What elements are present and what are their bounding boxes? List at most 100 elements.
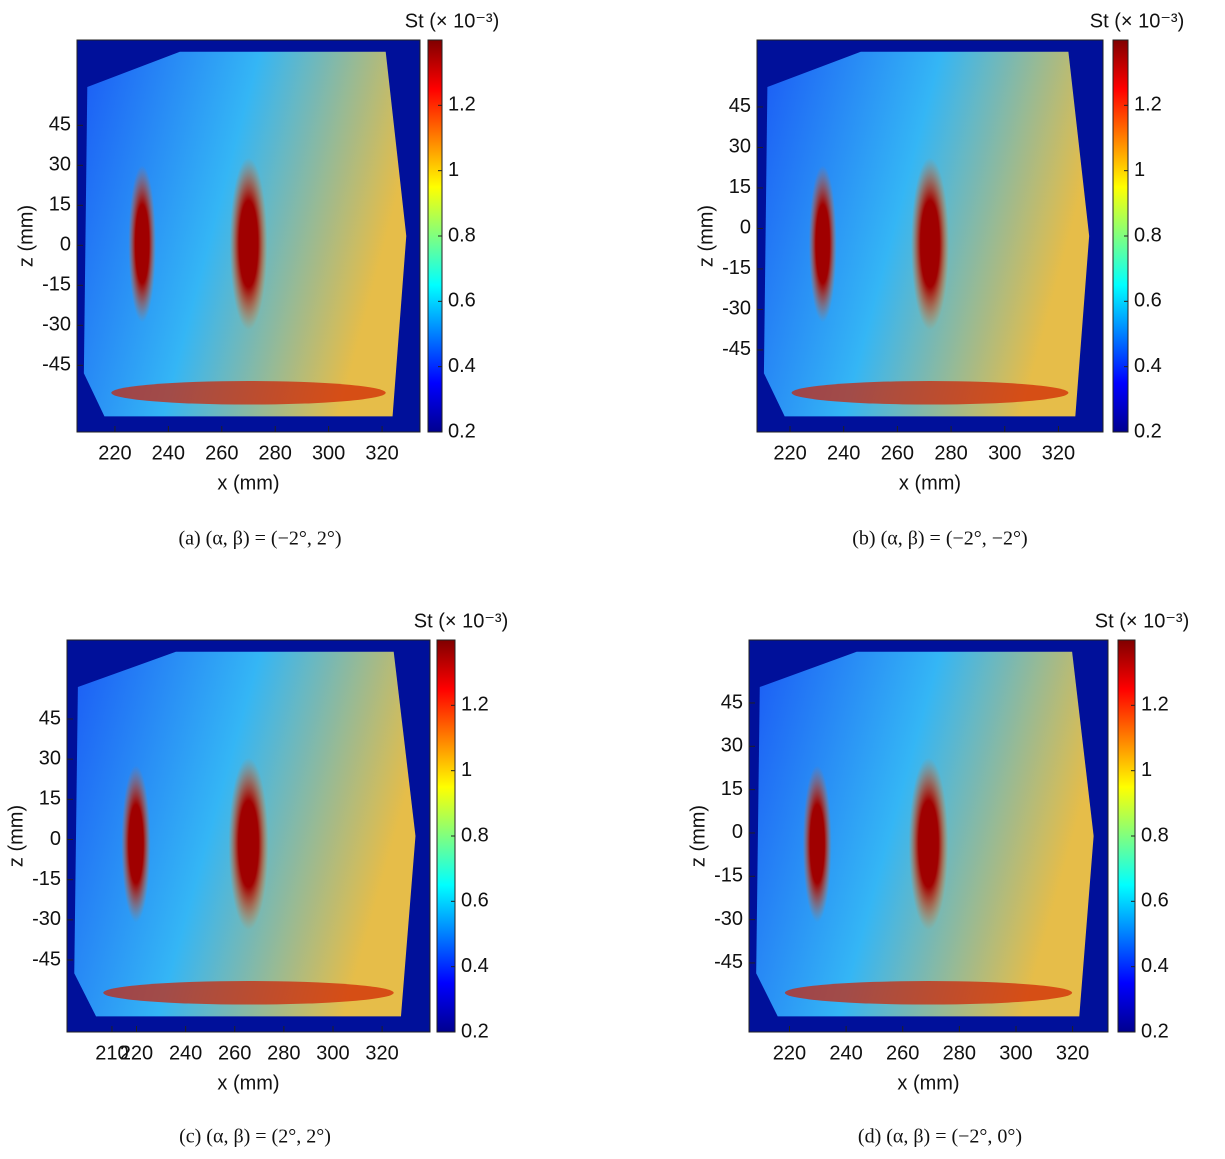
colorbar-label: St (× 10⁻³) [414, 610, 508, 632]
colorbar-tick-label: 1 [1134, 159, 1145, 181]
colorbar-tick-label: 0.6 [1141, 890, 1169, 912]
x-tick-label: 220 [773, 1042, 806, 1064]
heatmap-slot [808, 165, 837, 323]
x-tick-label: 280 [259, 442, 292, 464]
colorbar-label: St (× 10⁻³) [1095, 610, 1189, 632]
plot-frame [748, 639, 1109, 1033]
plot-frame [66, 639, 431, 1033]
y-tick-label: -30 [42, 314, 71, 336]
heatmap-slot [128, 165, 156, 323]
y-tick-label: -45 [32, 948, 61, 970]
x-tick-label: 220 [120, 1042, 153, 1064]
colorbar-tick-label: 0.4 [1141, 955, 1169, 977]
x-tick-label: 260 [218, 1042, 251, 1064]
x-tick-label: 240 [829, 1042, 862, 1064]
plot-frame [76, 39, 421, 433]
x-tick-label: 300 [316, 1042, 349, 1064]
colorbar-label: St (× 10⁻³) [405, 10, 499, 32]
y-tick-label: 30 [729, 136, 751, 158]
panel-caption: (a) (α, β) = (−2°, 2°) [178, 528, 341, 550]
colorbar-tick-label: 0.6 [448, 290, 476, 312]
colorbar-tick-label: 0.2 [448, 420, 476, 442]
y-tick-label: -15 [32, 868, 61, 890]
heatmap-band [103, 981, 394, 1005]
colorbar-tick-label: 0.2 [461, 1020, 489, 1042]
y-axis-label: z (mm) [687, 805, 709, 867]
y-tick-label: -30 [32, 908, 61, 930]
y-tick-label: 0 [732, 821, 743, 843]
x-tick-label: 300 [999, 1042, 1032, 1064]
colorbar-tick-label: 1.2 [448, 94, 476, 116]
colorbar-tick-label: 0.6 [461, 890, 489, 912]
x-tick-label: 320 [365, 1042, 398, 1064]
y-tick-label: 45 [721, 691, 743, 713]
x-tick-label: 240 [152, 442, 185, 464]
heatmap-slot [121, 765, 151, 923]
x-tick-label: 240 [169, 1042, 202, 1064]
colorbar-tick-label: 1.2 [1134, 94, 1162, 116]
x-tick-label: 260 [205, 442, 238, 464]
x-tick-label: 300 [312, 442, 345, 464]
heatmap-band [784, 981, 1073, 1005]
colorbar-tick-label: 0.8 [461, 824, 489, 846]
y-tick-label: 30 [721, 735, 743, 757]
colorbar-tick-label: 0.4 [461, 955, 489, 977]
x-axis-label: x (mm) [897, 1072, 959, 1094]
plot-frame [756, 39, 1104, 433]
heatmap-slot [802, 765, 832, 923]
y-tick-label: -30 [722, 298, 751, 320]
x-axis-label: x (mm) [899, 472, 961, 494]
x-tick-label: 220 [98, 442, 131, 464]
colorbar-tick-label: 0.2 [1141, 1020, 1169, 1042]
y-tick-label: -15 [722, 257, 751, 279]
heatmap-slot [910, 157, 950, 331]
x-tick-label: 280 [934, 442, 967, 464]
colorbar-tick-label: 0.8 [1141, 824, 1169, 846]
panel-caption: (b) (α, β) = (−2°, −2°) [852, 528, 1027, 550]
x-tick-label: 240 [827, 442, 860, 464]
colorbar-tick-label: 0.8 [1134, 224, 1162, 246]
y-tick-label: -45 [42, 354, 71, 376]
heatmap-band [791, 381, 1069, 405]
y-tick-label: -45 [722, 338, 751, 360]
y-axis-label: z (mm) [15, 205, 37, 267]
heatmap-slot [229, 157, 268, 331]
colorbar-tick-label: 1 [461, 759, 472, 781]
y-axis-label: z (mm) [5, 805, 27, 867]
y-tick-label: 15 [721, 778, 743, 800]
x-tick-label: 220 [773, 442, 806, 464]
colorbar-tick-label: 1.2 [1141, 694, 1169, 716]
y-tick-label: -15 [714, 865, 743, 887]
y-tick-label: 0 [50, 828, 61, 850]
y-tick-label: 45 [39, 707, 61, 729]
y-tick-label: 45 [49, 114, 71, 136]
panel-caption: (d) (α, β) = (−2°, 0°) [858, 1126, 1022, 1148]
y-tick-label: 0 [740, 217, 751, 239]
colorbar-tick-label: 0.2 [1134, 420, 1162, 442]
colorbar-tick-label: 1 [448, 159, 459, 181]
y-tick-label: 30 [39, 747, 61, 769]
y-tick-label: 15 [39, 788, 61, 810]
y-axis-label: z (mm) [695, 205, 717, 267]
x-tick-label: 300 [988, 442, 1021, 464]
panel-caption: (c) (α, β) = (2°, 2°) [179, 1126, 331, 1148]
x-tick-label: 320 [1042, 442, 1075, 464]
y-tick-label: 15 [49, 194, 71, 216]
colorbar-tick-label: 0.6 [1134, 290, 1162, 312]
heatmap-band [111, 381, 386, 405]
colorbar-tick-label: 0.4 [1134, 355, 1162, 377]
y-tick-label: 0 [60, 234, 71, 256]
colorbar-label: St (× 10⁻³) [1090, 10, 1184, 32]
x-tick-label: 320 [1056, 1042, 1089, 1064]
colorbar-tick-label: 1.2 [461, 694, 489, 716]
heatmap-slot [908, 757, 949, 931]
y-tick-label: 15 [729, 176, 751, 198]
x-tick-label: 260 [881, 442, 914, 464]
y-tick-label: 45 [729, 95, 751, 117]
x-tick-label: 210 [95, 1042, 128, 1064]
y-tick-label: 30 [49, 154, 71, 176]
heatmap-slot [228, 757, 269, 931]
y-tick-label: -45 [714, 951, 743, 973]
x-axis-label: x (mm) [217, 472, 279, 494]
